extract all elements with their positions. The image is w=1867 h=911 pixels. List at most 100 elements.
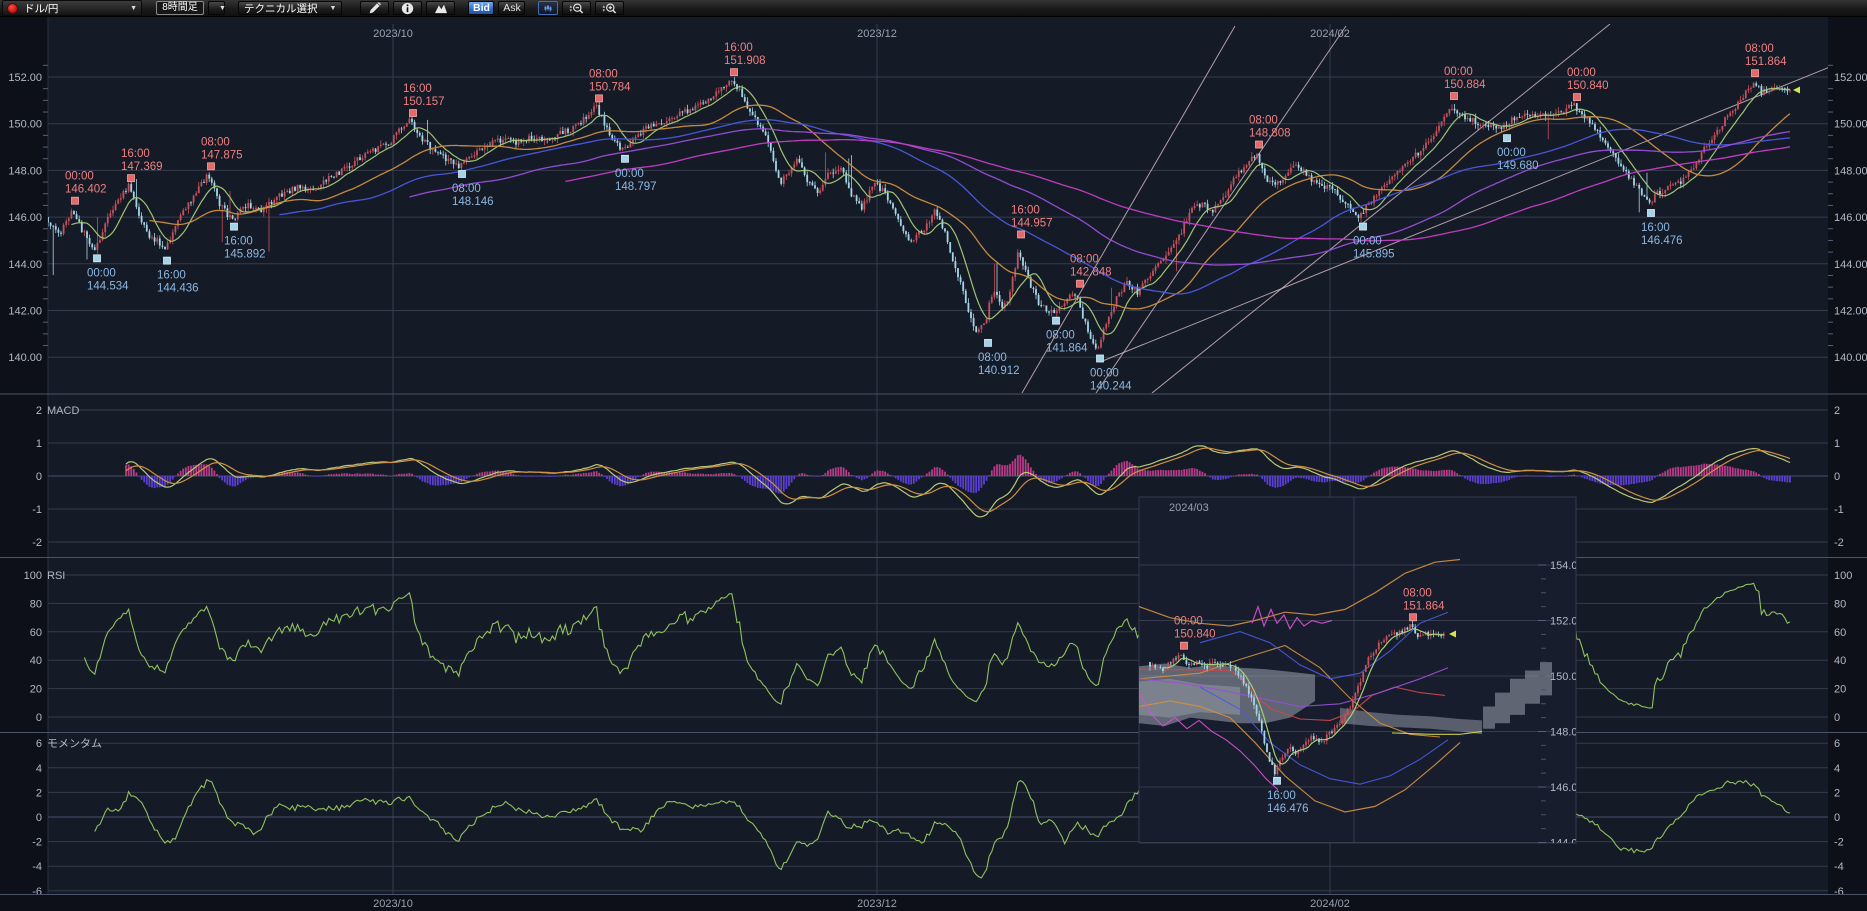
swing-low-marker: [1096, 354, 1104, 363]
rsi-tick-left: 40: [30, 655, 42, 667]
momentum-tick-left: -2: [32, 837, 42, 849]
annotation-price: 148.808: [1249, 128, 1291, 140]
draw-tool-button[interactable]: [360, 1, 390, 15]
price-axis-label-left: 140.00: [8, 352, 42, 364]
info-button[interactable]: [393, 1, 423, 15]
annotation-time: 08:00: [1403, 587, 1432, 599]
annotation-price: 147.875: [201, 149, 243, 161]
swing-high-marker: [1255, 140, 1263, 149]
swing-high-marker: [1409, 613, 1417, 622]
rsi-tick-right: 20: [1834, 684, 1846, 696]
chart-type-button[interactable]: [426, 1, 456, 15]
bid-button[interactable]: Bid: [468, 1, 495, 15]
popup-price-label: 154.00: [1550, 560, 1584, 572]
momentum-tick-left: -4: [32, 861, 42, 873]
price-axis-label-left: 144.00: [8, 259, 42, 271]
popup-price-label: 144.00: [1550, 838, 1584, 850]
annotation-time: 16:00: [121, 148, 150, 160]
swing-high-marker: [207, 162, 215, 171]
ask-button[interactable]: Ask: [498, 1, 526, 15]
price-axis-label-right: 146.00: [1834, 212, 1867, 224]
date-label-bottom: 2023/12: [857, 898, 897, 910]
technical-select-button[interactable]: テクニカル選択 ▼: [238, 1, 343, 15]
rsi-tick-left: 20: [30, 684, 42, 696]
annotation-time: 16:00: [1011, 204, 1040, 216]
chevron-down-icon: ▼: [219, 4, 226, 12]
price-axis-label-left: 148.00: [8, 165, 42, 177]
candlestick-icon: [544, 4, 552, 12]
annotation-price: 146.476: [1641, 235, 1683, 247]
macd-panel-label: MACD: [47, 405, 79, 417]
annotation-time: 08:00: [1046, 330, 1075, 342]
swing-low-marker: [984, 339, 992, 347]
zoom-in-button[interactable]: [595, 1, 625, 15]
grid-layer: [43, 24, 1833, 894]
annotation-time: 08:00: [589, 68, 618, 80]
date-label-top: 2023/10: [373, 28, 413, 40]
macd-tick-right: 1: [1834, 438, 1840, 450]
momentum-tick-right: 0: [1834, 812, 1840, 824]
momentum-tick-left: -6: [32, 886, 42, 898]
annotations-layer: 00:00146.40216:00147.36908:00147.87516:0…: [65, 42, 1787, 392]
momentum-tick-right: 4: [1834, 763, 1840, 775]
swing-low-marker: [1359, 222, 1367, 231]
swing-low-marker: [621, 154, 629, 163]
annotation-time: 08:00: [978, 352, 1007, 364]
mountain-chart-icon: [434, 4, 447, 14]
timeframe-dropdown-button[interactable]: ▼: [208, 1, 226, 15]
swing-high-marker: [1450, 92, 1458, 100]
candlestick-mode-button[interactable]: [538, 1, 559, 15]
swing-low-marker: [1052, 316, 1060, 325]
price-axis-label-right: 150.00: [1834, 119, 1867, 131]
annotation-time: 00:00: [65, 171, 94, 183]
annotation-price: 144.534: [87, 280, 129, 292]
date-label-bottom: 2023/10: [373, 898, 413, 910]
momentum-tick-left: 0: [36, 812, 42, 824]
swing-low-marker: [1503, 134, 1511, 143]
annotation-time: 00:00: [615, 168, 644, 180]
swing-high-marker: [1573, 93, 1581, 101]
swing-low-marker: [458, 170, 466, 178]
popup-price-label: 146.00: [1550, 782, 1584, 794]
momentum-tick-right: -4: [1834, 861, 1844, 873]
macd-tick-left: -2: [32, 537, 42, 549]
swing-high-marker: [595, 94, 603, 103]
annotation-price: 148.146: [452, 196, 494, 208]
rsi-tick-left: 0: [36, 712, 42, 724]
swing-high-marker: [1017, 230, 1025, 239]
rsi-tick-right: 40: [1834, 655, 1846, 667]
price-axis-label-right: 152.00: [1834, 72, 1867, 84]
swing-high-marker: [71, 196, 79, 205]
currency-pair-select[interactable]: ドル/円 ▼: [2, 0, 142, 16]
popup-price-label: 150.00: [1550, 671, 1584, 683]
annotation-time: 00:00: [87, 267, 116, 279]
ask-label: Ask: [503, 2, 521, 14]
swing-high-marker: [409, 109, 417, 117]
annotation-price: 142.848: [1070, 267, 1112, 279]
annotation-time: 00:00: [1567, 67, 1596, 79]
momentum-tick-right: 2: [1834, 787, 1840, 799]
annotation-price: 144.957: [1011, 217, 1053, 229]
rsi-tick-right: 0: [1834, 712, 1840, 724]
annotation-time: 00:00: [1444, 66, 1473, 78]
zoom-out-button[interactable]: [562, 1, 592, 15]
rsi-tick-left: 80: [30, 598, 42, 610]
zoom-in-icon: [603, 2, 617, 13]
rsi-tick-right: 60: [1834, 627, 1846, 639]
macd-tick-left: 0: [36, 471, 42, 483]
annotation-price: 150.840: [1174, 629, 1216, 641]
popup-price-label: 148.00: [1550, 727, 1584, 739]
rsi-tick-left: 60: [30, 627, 42, 639]
